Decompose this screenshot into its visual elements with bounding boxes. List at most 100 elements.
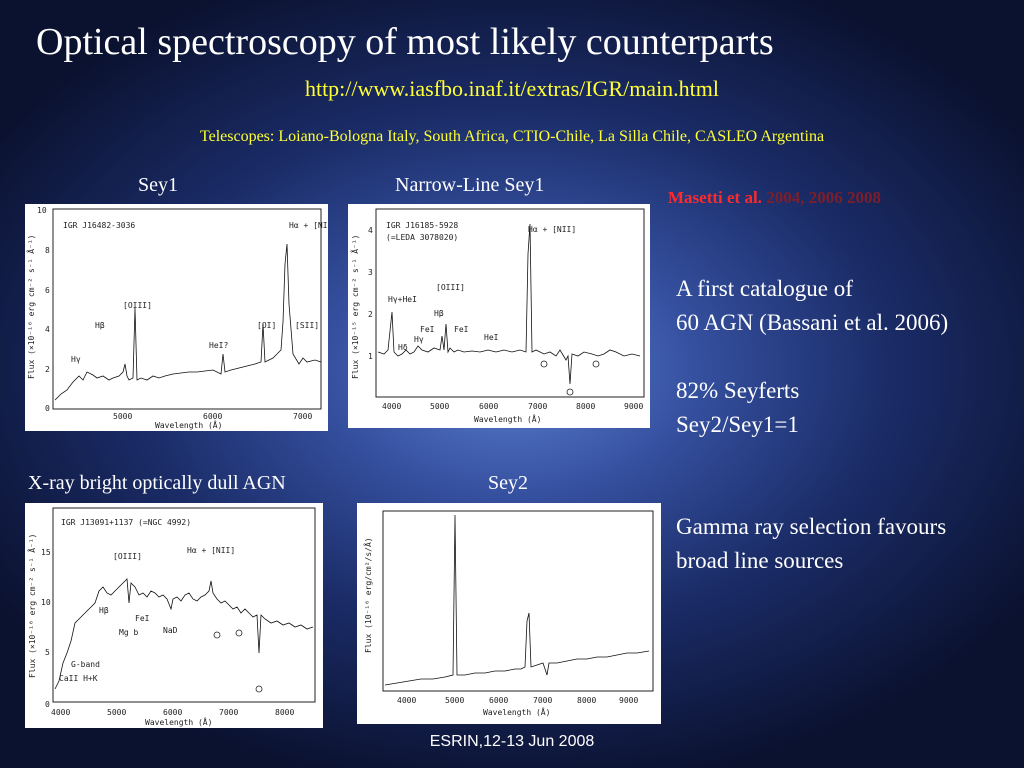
catalogue-block: A first catalogue of 60 AGN (Bassani et … <box>676 272 948 340</box>
x-tick: 6000 <box>489 696 508 705</box>
x-tick: 5000 <box>430 402 449 411</box>
spectrum-nlsy1-plot: IGR J16185-5928 (=LEDA 3078020) 4000 500… <box>349 208 645 424</box>
line-label: FeI <box>135 614 150 623</box>
caption-xbong: X-ray bright optically dull AGN <box>28 472 286 494</box>
telluric-marker <box>235 629 243 637</box>
x-tick: 7000 <box>293 412 312 421</box>
spectrum-sey2: 4000 5000 6000 7000 8000 9000 Wavelength… <box>357 503 661 724</box>
caption-nlsy1: Narrow-Line Sey1 <box>395 174 545 196</box>
x-tick: 6000 <box>163 708 182 717</box>
catalogue-url[interactable]: http://www.iasfbo.inaf.it/extras/IGR/mai… <box>304 76 720 101</box>
line-label: [OI] <box>257 321 276 330</box>
y-tick: 5 <box>45 648 50 657</box>
telluric-marker <box>540 360 548 368</box>
seyferts-line-2: Sey2/Sey1=1 <box>676 412 799 437</box>
seyferts-line-1: 82% Seyferts <box>676 378 800 403</box>
seyferts-block: 82% Seyferts Sey2/Sey1=1 <box>676 374 799 442</box>
x-tick: 6000 <box>203 412 222 421</box>
source-label: IGR J13091+1137 (=NGC 4992) <box>61 518 191 527</box>
line-label: Hα + [NII] <box>187 546 235 555</box>
line-label: Hα + [NII] <box>528 225 576 234</box>
line-label: Hδ <box>398 343 408 352</box>
spectrum-line <box>384 514 650 686</box>
telluric-marker <box>592 360 600 368</box>
y-tick: 0 <box>45 404 50 413</box>
line-label: [OIII] <box>436 283 465 292</box>
line-label: Hβ <box>99 606 109 615</box>
line-label: HeI? <box>209 341 228 350</box>
spectrum-xbong-plot: IGR J13091+1137 (=NGC 4992) 4000 5000 60… <box>26 507 316 727</box>
source-label: IGR J16482-3036 <box>63 221 135 230</box>
source-label: IGR J16185-5928 <box>386 221 458 230</box>
spectrum-sey1-plot: IGR J16482-3036 5000 6000 7000 0 2 4 6 8… <box>25 206 328 430</box>
line-label: Hγ <box>414 335 424 344</box>
y-tick: 6 <box>45 286 50 295</box>
telescopes-note: Telescopes: Loiano-Bologna Italy, South … <box>199 128 825 145</box>
x-tick: 5000 <box>107 708 126 717</box>
line-label: Hγ <box>71 355 81 364</box>
line-label: Hβ <box>434 309 444 318</box>
catalogue-line-2: 60 AGN (Bassani et al. 2006) <box>676 310 949 335</box>
x-tick: 7000 <box>219 708 238 717</box>
line-label: [OIII] <box>113 552 142 561</box>
x-tick: 4000 <box>51 708 70 717</box>
line-label: G-band <box>71 660 100 669</box>
y-axis-label: Flux (×10⁻¹⁵ erg cm⁻² s⁻¹ Å⁻¹) <box>349 235 360 380</box>
slide-title: Optical spectroscopy of most likely coun… <box>36 21 774 63</box>
x-tick: 9000 <box>619 696 638 705</box>
plot-frame <box>382 510 654 692</box>
y-tick: 4 <box>45 325 50 334</box>
line-label: Hγ+HeI <box>388 295 417 304</box>
spectrum-sey1: IGR J16482-3036 5000 6000 7000 0 2 4 6 8… <box>25 204 328 431</box>
line-label: HeI <box>484 333 499 342</box>
reference-prefix: Masetti et al. <box>668 188 762 207</box>
y-tick: 3 <box>368 268 373 277</box>
gamma-line-2: broad line sources <box>676 548 844 573</box>
caption-sey2: Sey2 <box>488 472 528 494</box>
gamma-line-1: Gamma ray selection favours <box>676 514 947 539</box>
line-label: Mg b <box>119 628 138 637</box>
spectrum-sey2-plot: 4000 5000 6000 7000 8000 9000 Wavelength… <box>362 510 654 717</box>
y-axis-label: Flux (×10⁻¹⁶ erg cm⁻² s⁻¹ Å⁻¹) <box>26 534 37 679</box>
telluric-marker <box>255 685 263 693</box>
catalogue-line-1: A first catalogue of <box>676 276 853 301</box>
line-label: NaD <box>163 626 178 635</box>
x-tick: 4000 <box>397 696 416 705</box>
x-tick: 5000 <box>445 696 464 705</box>
line-label: Hβ <box>95 321 105 330</box>
reference-masetti: Masetti et al. 2004, 2006 2008 <box>668 188 881 208</box>
x-tick: 7000 <box>533 696 552 705</box>
y-axis-label: Flux (×10⁻¹⁶ erg cm⁻² s⁻¹ Å⁻¹) <box>25 235 36 380</box>
y-tick: 2 <box>45 365 50 374</box>
plot-frame <box>375 208 645 398</box>
line-label: FeI <box>454 325 469 334</box>
y-tick: 0 <box>45 700 50 709</box>
x-tick: 4000 <box>382 402 401 411</box>
telluric-marker <box>213 631 221 639</box>
spectrum-line <box>377 223 641 385</box>
line-label: Hα + [NII] <box>289 221 328 230</box>
reference-years: 2004, 2006 2008 <box>766 188 881 207</box>
spectrum-line <box>54 578 314 690</box>
spectrum-nlsy1: IGR J16185-5928 (=LEDA 3078020) 4000 500… <box>348 204 650 428</box>
y-axis-label: Flux (10⁻¹⁶ erg/cm²/s/Å) <box>362 537 373 653</box>
x-tick: 9000 <box>624 402 643 411</box>
y-tick: 1 <box>368 352 373 361</box>
line-label: FeI <box>420 325 435 334</box>
y-tick: 10 <box>37 206 47 215</box>
line-label: [OIII] <box>123 301 152 310</box>
telluric-marker <box>566 388 574 396</box>
x-axis-label: Wavelength (Å) <box>145 716 212 727</box>
x-tick: 7000 <box>528 402 547 411</box>
y-tick: 15 <box>41 548 51 557</box>
plot-frame <box>52 208 322 410</box>
x-axis-label: Wavelength (Å) <box>483 706 550 717</box>
line-label: [SII] <box>295 321 319 330</box>
spectrum-line <box>54 243 322 401</box>
y-tick: 8 <box>45 246 50 255</box>
gamma-block: Gamma ray selection favours broad line s… <box>676 510 946 578</box>
source-alias: (=LEDA 3078020) <box>386 233 458 242</box>
x-tick: 8000 <box>275 708 294 717</box>
line-label: CaII H+K <box>59 674 98 683</box>
footer-date: ESRIN,12-13 Jun 2008 <box>429 733 595 750</box>
